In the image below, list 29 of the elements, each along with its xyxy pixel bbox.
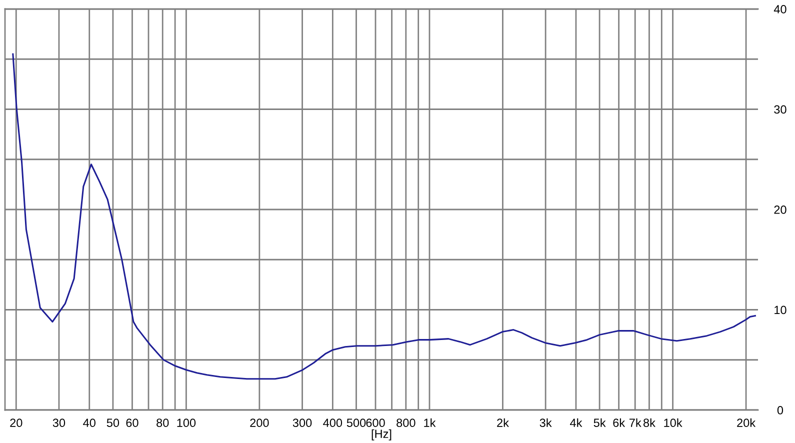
x-tick-label: 2k <box>497 418 509 427</box>
x-tick-label: 5k <box>594 418 606 428</box>
x-tick-label: 40 <box>83 418 96 428</box>
x-tick-label: 20k <box>737 418 756 428</box>
x-tick-label: 800 <box>396 418 416 428</box>
x-tick-label: 60 <box>126 418 138 428</box>
y-tick-label: 40 <box>774 5 786 14</box>
x-tick-label: 500 <box>346 418 366 428</box>
y-tick-label: 0 <box>777 406 784 414</box>
x-tick-label: 3k <box>540 418 552 428</box>
x-axis-title: [Hz] <box>372 429 392 440</box>
y-tick-label: 10 <box>774 306 786 314</box>
y-tick-label: 30 <box>774 105 786 114</box>
x-tick-label: 20 <box>10 418 22 428</box>
x-tick-label: 10k <box>664 418 682 428</box>
x-tick-label: 100 <box>177 418 196 428</box>
x-tick-label: 80 <box>156 418 169 428</box>
x-tick-label: 300 <box>292 418 312 428</box>
x-tick-label: 7k <box>629 418 642 427</box>
x-tick-label: 4k <box>570 418 582 427</box>
x-tick-label: 30 <box>52 418 66 428</box>
x-tick-label: 6k <box>613 418 626 428</box>
x-tick-label: 50 <box>106 418 120 428</box>
x-tick-label: 200 <box>250 418 269 428</box>
x-tick-label: 600 <box>366 418 385 428</box>
x-tick-label: 400 <box>323 418 342 428</box>
y-tick-label: 20 <box>774 206 786 214</box>
x-tick-label: 8k <box>643 418 656 428</box>
x-tick-label: 1k <box>424 418 436 427</box>
